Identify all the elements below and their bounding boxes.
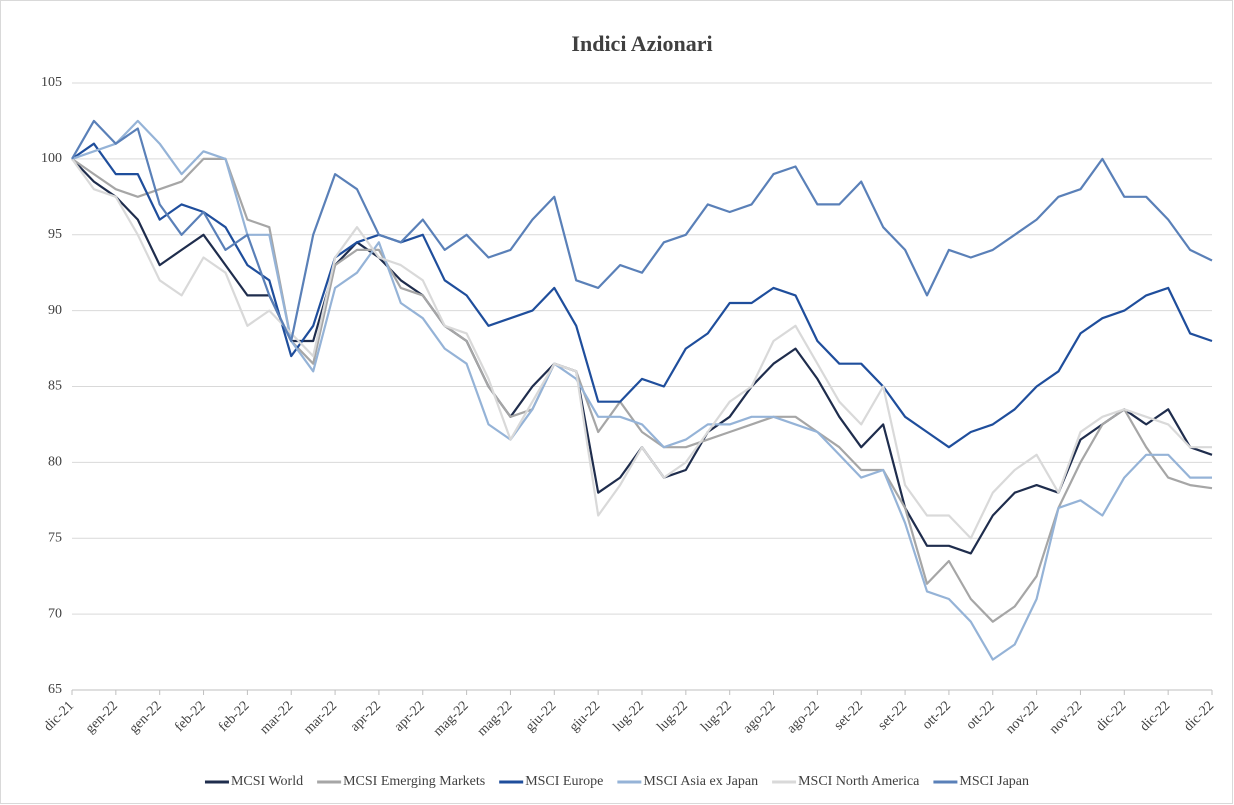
y-tick-label: 80: [48, 455, 62, 470]
y-tick-label: 105: [41, 75, 62, 90]
y-tick-label: 100: [41, 151, 62, 166]
y-tick-label: 85: [48, 379, 62, 394]
y-tick-label: 95: [48, 227, 62, 242]
legend-label: MCSI Emerging Markets: [343, 774, 485, 789]
legend-label: MCSI World: [231, 774, 303, 789]
legend-label: MSCI Asia ex Japan: [643, 774, 758, 789]
y-tick-label: 75: [48, 530, 62, 545]
legend-label: MSCI Europe: [525, 774, 603, 789]
series-line: [71, 157, 1213, 623]
legend-label: MSCI Japan: [959, 774, 1029, 789]
series-line: [71, 119, 1212, 661]
y-tick-label: 90: [48, 303, 62, 318]
y-tick-label: 65: [48, 682, 62, 697]
series-line: [71, 158, 1212, 540]
chart-title: Indici Azionari: [571, 31, 712, 56]
legend-label: MSCI North America: [798, 774, 920, 789]
series-line: [71, 119, 1213, 343]
y-tick-label: 70: [48, 606, 62, 621]
